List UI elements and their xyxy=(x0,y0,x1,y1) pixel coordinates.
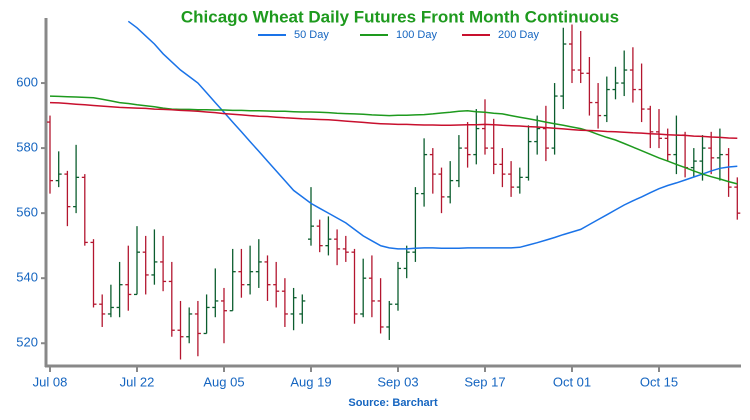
y-tick-label: 540 xyxy=(16,270,38,285)
x-tick-label: Oct 01 xyxy=(553,374,591,389)
source: Source: Barchart xyxy=(348,397,438,409)
x-tick-label: Jul 08 xyxy=(33,374,68,389)
y-tick-label: 600 xyxy=(16,74,38,89)
y-tick-label: 560 xyxy=(16,205,38,220)
legend-text: 50 Day xyxy=(294,29,329,41)
chart-title: Chicago Wheat Daily Futures Front Month … xyxy=(181,7,619,26)
x-tick-label: Aug 05 xyxy=(203,374,244,389)
ma-line xyxy=(49,95,738,185)
x-tick-label: Aug 19 xyxy=(290,374,331,389)
legend-text: 100 Day xyxy=(396,29,437,41)
x-tick-label: Sep 03 xyxy=(377,374,418,389)
x-tick-label: Jul 22 xyxy=(120,374,155,389)
x-tick-label: Sep 17 xyxy=(464,374,505,389)
legend-text: 200 Day xyxy=(498,29,539,41)
ma-line xyxy=(49,101,738,140)
x-tick-label: Oct 15 xyxy=(640,374,678,389)
y-tick-label: 580 xyxy=(16,140,38,155)
ma-line xyxy=(127,20,738,250)
y-tick-label: 520 xyxy=(16,335,38,350)
